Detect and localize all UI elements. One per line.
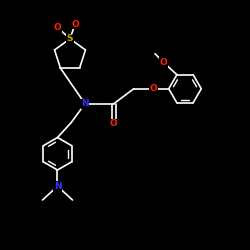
Text: S: S bbox=[67, 34, 73, 43]
Text: N: N bbox=[54, 182, 61, 191]
Text: O: O bbox=[54, 23, 61, 32]
Text: O: O bbox=[160, 58, 168, 67]
Text: O: O bbox=[110, 119, 118, 128]
Text: N: N bbox=[81, 99, 89, 108]
Text: O: O bbox=[71, 20, 79, 29]
Text: O: O bbox=[150, 84, 158, 93]
